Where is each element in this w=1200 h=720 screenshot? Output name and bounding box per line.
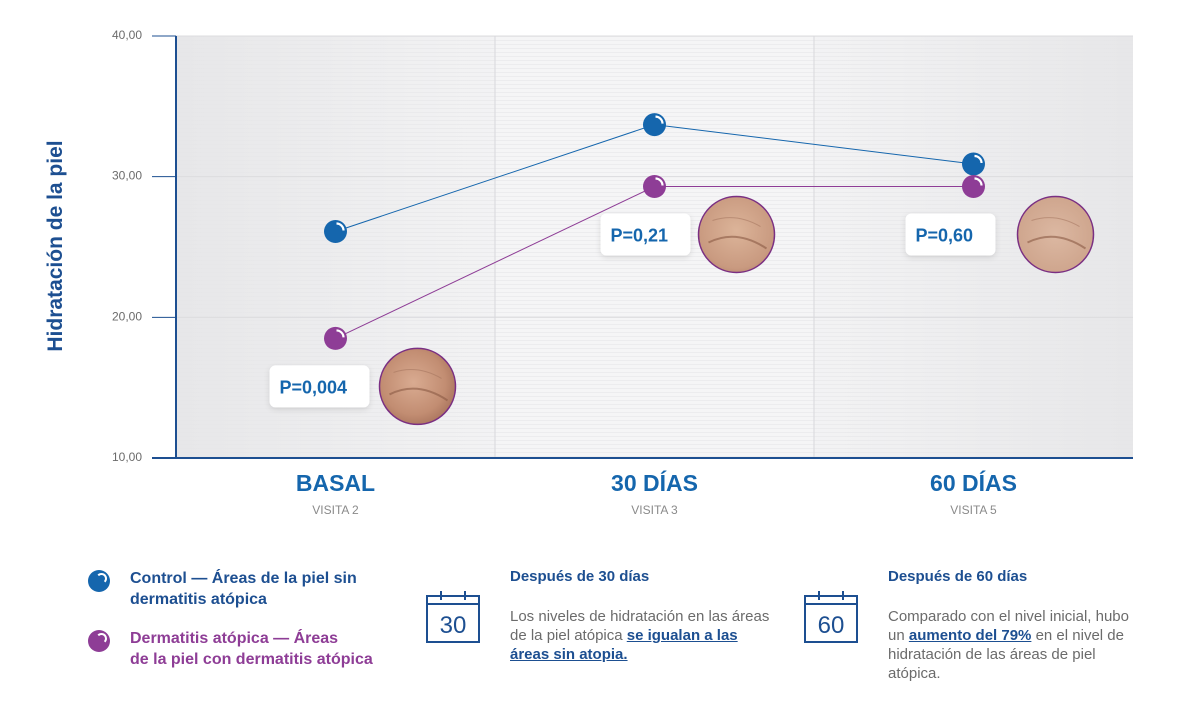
note-60-highlight: aumento del 79% — [908, 627, 1032, 644]
annotations: P=0,004 P=0,21 P=0,60 — [269, 195, 1095, 426]
legend: Control — Áreas de la piel sin dermatiti… — [88, 568, 408, 688]
data-point-control — [643, 113, 666, 137]
atopic-marker-icon — [88, 630, 110, 652]
y-tick-label: 40,00 — [112, 28, 142, 42]
data-point-atopic — [962, 175, 985, 199]
legend-control-line1: Control — Áreas de la piel sin — [130, 570, 357, 587]
p-value-label: P=0,60 — [916, 226, 974, 246]
x-category-sublabel: VISITA 3 — [631, 503, 678, 517]
p-value-callout: P=0,21 — [600, 195, 776, 274]
y-tick-label: 10,00 — [112, 450, 142, 464]
legend-atopic-line2: de la piel con dermatitis atópica — [130, 651, 373, 668]
calendar-number: 30 — [440, 612, 467, 639]
data-point-control — [324, 220, 347, 244]
p-value-box — [269, 365, 370, 408]
p-value-callout: P=0,004 — [269, 347, 457, 426]
x-category-sublabel: VISITA 5 — [950, 503, 997, 517]
data-point-atopic — [324, 326, 347, 350]
legend-control-line2: dermatitis atópica — [130, 591, 267, 608]
control-marker-icon — [88, 570, 110, 592]
note-30-text: Los niveles de hidratación en las áreas … — [510, 608, 770, 663]
x-category-label: 30 DÍAS — [611, 469, 698, 496]
y-tick-label: 20,00 — [112, 309, 142, 323]
skin-sample-image — [1016, 195, 1095, 274]
data-point-atopic — [643, 175, 666, 199]
y-axis-label: Hidratación de la piel — [44, 140, 67, 351]
legend-item-control: Control — Áreas de la piel sin dermatiti… — [88, 568, 408, 610]
y-tick-label: 30,00 — [112, 169, 142, 183]
note-60-text: Comparado con el nivel inicial, hubo un … — [888, 608, 1129, 682]
skin-hydration-chart: 10,00 20,00 30,00 40,00 BASAL VISITA 2 30 DÍAS… — [44, 28, 1133, 517]
p-value-label: P=0,004 — [280, 377, 348, 397]
x-category-label: BASAL — [296, 470, 375, 496]
calendar-icon: 60 — [804, 591, 858, 643]
p-value-callout: P=0,60 — [905, 195, 1095, 274]
skin-sample-image — [378, 347, 457, 426]
note-60-title: Después de 60 días — [888, 568, 1028, 585]
calendar-number: 60 — [818, 612, 845, 639]
p-value-box — [905, 213, 996, 256]
grid — [176, 35, 1133, 458]
note-30-title: Después de 30 días — [510, 568, 650, 585]
x-category-sublabel: VISITA 2 — [312, 503, 359, 517]
legend-item-atopic: Dermatitis atópica — Áreas de la piel co… — [88, 628, 408, 670]
x-category-label: 60 DÍAS — [930, 469, 1017, 496]
note-30-highlight: se igualan a las áreas sin atopia. — [510, 627, 738, 663]
skin-sample-image — [697, 195, 776, 274]
series — [324, 113, 985, 350]
data-point-control — [962, 152, 985, 176]
calendar-icon: 30 — [426, 591, 480, 643]
p-value-label: P=0,21 — [611, 226, 669, 246]
legend-atopic-line1: Dermatitis atópica — Áreas — [130, 630, 339, 647]
axes: 10,00 20,00 30,00 40,00 BASAL VISITA 2 30 DÍAS… — [112, 28, 1133, 517]
p-value-box — [600, 213, 691, 256]
